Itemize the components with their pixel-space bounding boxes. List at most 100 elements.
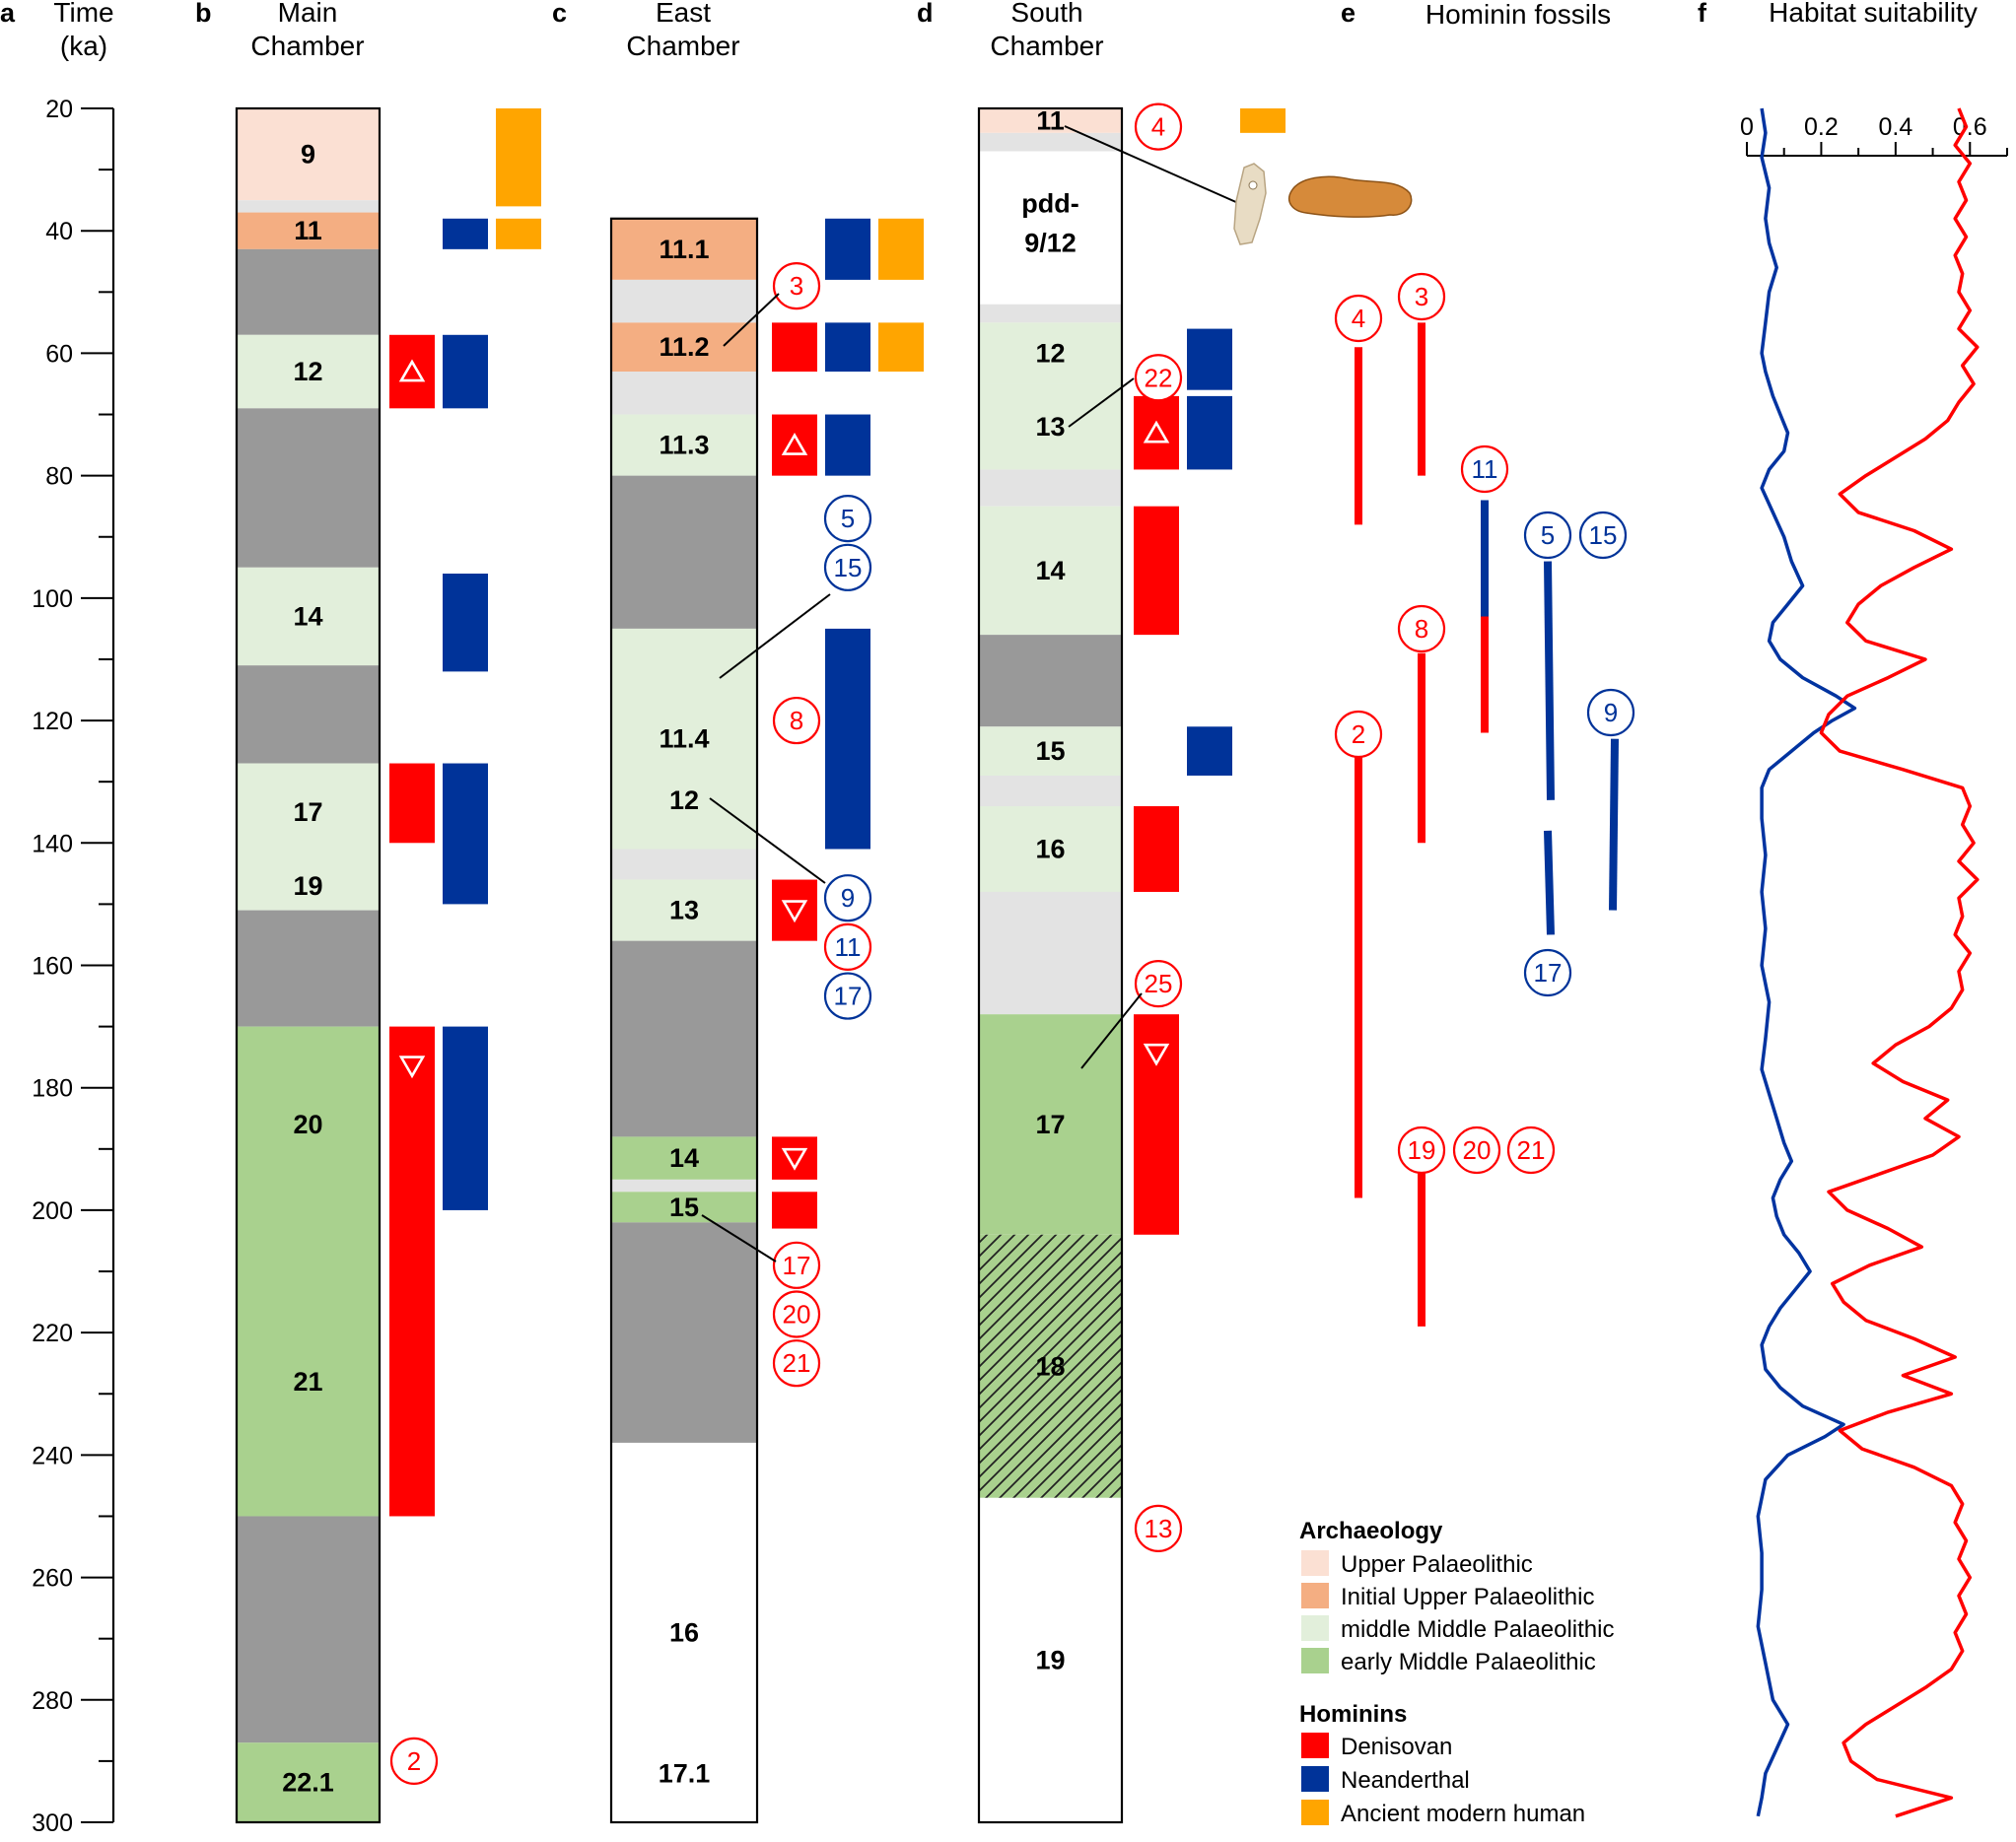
layer-label: pdd-: [1021, 188, 1078, 218]
layer-label: 11: [294, 216, 322, 245]
denisovan-bar: [1134, 1014, 1179, 1235]
denisovan-bar: [389, 334, 435, 409]
triangle-up-icon: [1143, 420, 1170, 443]
neanderthal-bar: [825, 322, 870, 373]
legend-label: Neanderthal: [1341, 1767, 1470, 1794]
layer-light-gap: [979, 775, 1122, 807]
triangle-down-icon: [781, 900, 808, 923]
habitat-axis-tick-label: 0.2: [1804, 113, 1839, 141]
leader-line: [1064, 125, 1239, 204]
layer-label: 19: [293, 871, 322, 901]
fossil-id-circle: [1397, 604, 1446, 653]
fossil-id-circle: [823, 495, 872, 543]
bone-fragment-photo: [1233, 163, 1267, 245]
time-tick-label: 180: [32, 1075, 73, 1103]
layer-label: 20: [293, 1110, 322, 1139]
fossil-id-circle: [772, 1339, 821, 1388]
neanderthal-bar: [443, 574, 488, 672]
layer-light-gap: [611, 279, 757, 323]
layer-middle-middle-palaeolithic: [979, 726, 1122, 776]
neanderthal-bar: [825, 218, 870, 280]
layer-label: 14: [669, 1143, 699, 1173]
fossil-id-label: 8: [790, 706, 803, 735]
fossil-id-circle: [1334, 710, 1383, 759]
fossil-id-label: 5: [841, 504, 855, 533]
triangle-down-icon: [781, 1147, 808, 1171]
panel-e-letter: e: [1341, 0, 1356, 28]
panel-f-title: Habitat suitability: [1769, 0, 1978, 28]
panel-d-title-line2: Chamber: [990, 31, 1103, 61]
leader-line: [701, 1214, 777, 1262]
fossil-id-circle: [1586, 688, 1635, 737]
legend: Archaeology Upper Palaeolithic Initial Upp…: [1299, 1518, 1614, 1827]
fossil-id-label: 21: [783, 1348, 811, 1378]
fossil-id-label: 9: [1604, 698, 1618, 727]
layer-label: 19: [1035, 1645, 1065, 1674]
layer-upper-palaeolithic: [237, 108, 380, 201]
time-tick-label: 120: [32, 708, 73, 735]
panel-f-letter: f: [1698, 0, 1707, 28]
layer-white: [979, 151, 1122, 305]
layer-early-middle-palaeolithic: [611, 1136, 757, 1180]
panel-headers: a Time (ka) b Main Chamber c East Chambe…: [0, 0, 1978, 61]
panel-a-title-line1: Time: [53, 0, 113, 28]
fossil-id-label: 17: [834, 982, 863, 1011]
neanderthal-bar: [1187, 726, 1232, 776]
fossil-id-circle: [772, 1241, 821, 1289]
fossil-id-circle: [1523, 948, 1572, 997]
legend-swatch: [1301, 1615, 1329, 1641]
legend-label: early Middle Palaeolithic: [1341, 1649, 1596, 1675]
legend-swatch: [1301, 1733, 1329, 1758]
fossil-id-label: 15: [834, 553, 863, 582]
layer-sterile-gap: [237, 910, 380, 1027]
neanderthal-bar: [443, 334, 488, 409]
panel-a-title-line2: (ka): [60, 31, 107, 61]
fossil-id-circle: [1523, 511, 1572, 560]
layer-upper-palaeolithic: [979, 108, 1122, 133]
time-tick-label: 280: [32, 1687, 73, 1715]
legend-swatch: [1301, 1648, 1329, 1673]
fossil-id-label: 3: [1415, 282, 1428, 311]
column-outline: [977, 106, 1124, 1824]
denisovan-bar: [1134, 806, 1179, 892]
denisovan-habitat-line: [1819, 107, 1980, 1818]
layer-label: 14: [293, 601, 322, 631]
ancient-modern-human-bar: [878, 322, 924, 373]
legend-hominins-title: Hominins: [1299, 1701, 1407, 1728]
fossil-id-circle: [1134, 354, 1183, 402]
fossil-id-circle: [823, 543, 872, 591]
layer-white: [611, 1442, 757, 1822]
neanderthal-bar: [1187, 395, 1232, 470]
layer-light-gap: [611, 849, 757, 880]
fossil-id-circle: [1397, 1126, 1446, 1175]
layer-label: 11: [1036, 105, 1065, 135]
legend-swatch: [1301, 1583, 1329, 1608]
layer-middle-middle-palaeolithic: [611, 628, 757, 850]
fossil-id-label: 11: [1472, 454, 1498, 484]
legend-archaeology-title: Archaeology: [1299, 1518, 1443, 1544]
triangle-down-icon: [398, 1056, 426, 1079]
layer-label: 14: [1035, 556, 1065, 585]
layer-light-gap: [611, 372, 757, 415]
layer-initial-upper-palaeolithic: [611, 218, 757, 280]
fossil-id-label: 13: [1145, 1514, 1173, 1543]
ancient-modern-human-bar: [878, 218, 924, 280]
legend-label: Denisovan: [1341, 1734, 1452, 1760]
time-tick-label: 60: [45, 340, 73, 368]
panel-b-letter: b: [195, 0, 212, 28]
layer-middle-middle-palaeolithic: [611, 879, 757, 941]
layer-label: 22.1: [282, 1768, 334, 1798]
denisovan-bar: [1134, 395, 1179, 470]
layer-white: [979, 1497, 1122, 1822]
fossil-id-circle: [823, 972, 872, 1020]
denisovan-bar: [389, 1026, 435, 1517]
layer-middle-middle-palaeolithic: [237, 567, 380, 666]
panel-a-letter: a: [0, 0, 16, 28]
layer-light-gap: [979, 891, 1122, 1015]
panel-d-letter: d: [917, 0, 934, 28]
fossil-id-label: 9: [841, 883, 855, 913]
panel-c-title-line2: Chamber: [626, 31, 739, 61]
legend-label: Upper Palaeolithic: [1341, 1551, 1533, 1578]
layer-label: 17: [293, 797, 322, 827]
denisovan-bar: [1134, 506, 1179, 636]
